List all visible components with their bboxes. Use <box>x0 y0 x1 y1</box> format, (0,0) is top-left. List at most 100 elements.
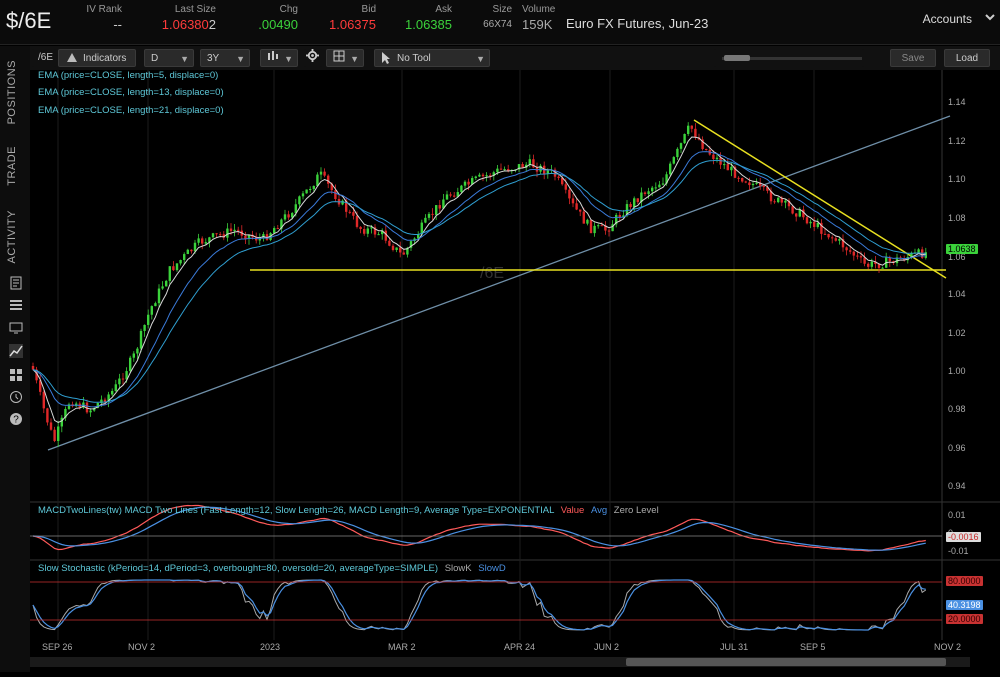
candle-body <box>651 187 654 192</box>
ascending-trendline[interactable] <box>47 115 951 451</box>
quote-bar: $/6E IV Rank -- Last Size 1.063802 Chg .… <box>0 0 1000 45</box>
macd-study-label[interactable]: MACDTwoLines(tw) MACD Two Lines (Fast Le… <box>38 505 659 516</box>
y-tick: 1.10 <box>948 174 966 184</box>
iv-rank-quote: IV Rank -- <box>86 4 122 32</box>
chart-icon[interactable] <box>9 344 23 358</box>
range-select[interactable]: 3Y ▼ <box>200 49 250 67</box>
chart-type-select[interactable]: ▼ <box>260 49 298 67</box>
news-icon[interactable] <box>9 276 23 290</box>
chevron-down-icon[interactable] <box>984 10 996 26</box>
instrument-description: Euro FX Futures, Jun-23 <box>566 16 709 31</box>
chevron-down-icon: ▼ <box>180 54 189 64</box>
candle-body <box>690 125 693 129</box>
candle-body <box>705 148 708 150</box>
drawing-tool-select[interactable]: No Tool ▼ <box>374 49 490 67</box>
candle-body <box>798 209 801 217</box>
tab-positions[interactable]: POSITIONS <box>6 60 18 125</box>
candle-body <box>190 249 193 252</box>
candle-body <box>503 169 506 171</box>
svg-text:?: ? <box>13 415 19 426</box>
ema5-label[interactable]: EMA (price=CLOSE, length=5, displace=0) <box>38 70 219 81</box>
candle-body <box>766 187 769 191</box>
indicators-button[interactable]: Indicators <box>58 49 136 67</box>
candle-body <box>395 247 398 250</box>
chart-type-icon <box>267 51 279 65</box>
ema13-label[interactable]: EMA (price=CLOSE, length=13, displace=0) <box>38 87 224 98</box>
candle-body <box>345 200 348 212</box>
x-tick: SEP 26 <box>42 642 73 652</box>
candle-body <box>107 394 110 403</box>
load-button[interactable]: Load <box>944 49 990 67</box>
candle-body <box>831 237 834 239</box>
last-size-label: Last Size <box>174 4 216 15</box>
help-icon[interactable]: ? <box>9 412 23 426</box>
y-tick: 0.98 <box>948 404 966 414</box>
toolbar-symbol[interactable]: /6E <box>32 49 56 67</box>
candle-body <box>427 213 431 218</box>
candle-body <box>903 258 906 261</box>
time-scrollbar[interactable] <box>30 657 970 667</box>
candle-body <box>795 213 798 217</box>
chart-canvas[interactable]: /6E <box>30 70 1000 672</box>
overbought-tag: 80.0000 <box>946 576 983 586</box>
candle-body <box>726 164 729 171</box>
candle-body <box>611 224 614 232</box>
grid-icon[interactable] <box>9 368 23 382</box>
tab-activity[interactable]: ACTIVITY <box>6 210 18 264</box>
candle-body <box>42 391 45 409</box>
candle-body <box>129 357 132 372</box>
candle-body <box>49 422 53 430</box>
candle-body <box>737 177 740 179</box>
candle-body <box>640 192 643 203</box>
time-scrollbar-handle[interactable] <box>626 658 946 666</box>
candle-body <box>769 190 773 202</box>
list-icon[interactable] <box>9 298 23 312</box>
interval-select[interactable]: D ▼ <box>144 49 194 67</box>
candle-body <box>280 219 283 229</box>
candle-body <box>67 404 71 409</box>
screen-icon[interactable] <box>9 320 23 334</box>
y-tick: 0.94 <box>948 481 966 491</box>
zoom-scrollbar[interactable] <box>714 49 864 67</box>
candle-body <box>247 234 251 239</box>
history-icon[interactable] <box>9 390 23 404</box>
ema-5-line <box>32 136 926 423</box>
candle-body <box>834 238 837 241</box>
drawing-tool-value: No Tool <box>397 53 431 64</box>
candle-body <box>805 217 809 224</box>
y-tick: 1.08 <box>948 213 966 223</box>
candle-body <box>175 263 179 271</box>
candle-body <box>597 225 600 227</box>
candle-body <box>445 194 449 200</box>
tab-trade[interactable]: TRADE <box>6 146 18 186</box>
indicators-icon <box>65 50 79 73</box>
chart-toolbar: /6E Indicators D ▼ 3Y ▼ ▼ ▼ No Tool ▼ Save … <box>30 46 1000 70</box>
candle-body <box>309 189 312 191</box>
candle-body <box>492 172 495 176</box>
candle-body <box>568 189 571 199</box>
symbol-label[interactable]: $/6E <box>6 8 52 33</box>
candle-body <box>183 254 186 260</box>
candle-body <box>157 288 161 304</box>
chart-area[interactable]: /6E EMA (price=CLOSE, length=5, displace… <box>30 70 1000 672</box>
gear-icon[interactable] <box>304 49 322 67</box>
ema21-label[interactable]: EMA (price=CLOSE, length=21, displace=0) <box>38 105 224 116</box>
descending-trendline[interactable] <box>693 119 947 279</box>
candle-body <box>168 266 171 281</box>
candle-body <box>553 169 557 177</box>
drawing-style-select[interactable]: ▼ <box>326 49 364 67</box>
accounts-menu[interactable]: Accounts <box>922 12 972 26</box>
candle-body <box>683 133 686 144</box>
candle-body <box>179 259 182 264</box>
candle-body <box>888 257 891 262</box>
candle-body <box>715 157 719 160</box>
stochastic-study-label[interactable]: Slow Stochastic (kPeriod=14, dPeriod=3, … <box>38 563 506 574</box>
candle-body <box>615 214 618 225</box>
candle-body <box>233 229 236 232</box>
y-tick: 1.04 <box>948 289 966 299</box>
save-button[interactable]: Save <box>890 49 936 67</box>
volume-quote: Volume 159K <box>522 4 560 32</box>
candle-body <box>211 233 215 238</box>
bid-label: Bid <box>361 4 376 15</box>
zoom-handle[interactable] <box>724 55 750 61</box>
